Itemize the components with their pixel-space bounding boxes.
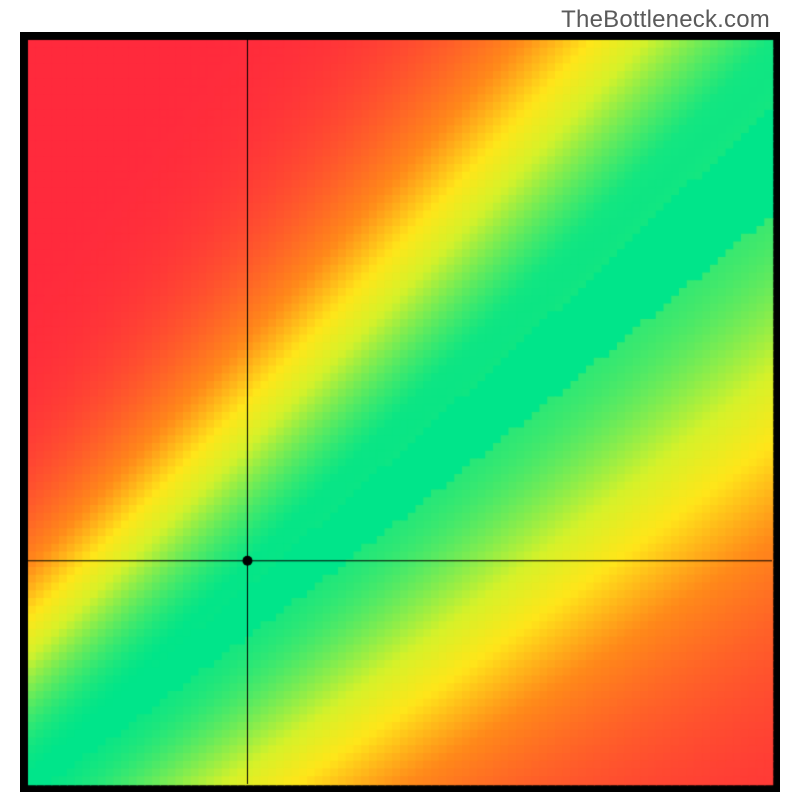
watermark-text: TheBottleneck.com: [561, 6, 770, 34]
chart-container: TheBottleneck.com: [0, 0, 800, 800]
plot-area: [20, 32, 780, 792]
heatmap-canvas: [20, 32, 780, 792]
